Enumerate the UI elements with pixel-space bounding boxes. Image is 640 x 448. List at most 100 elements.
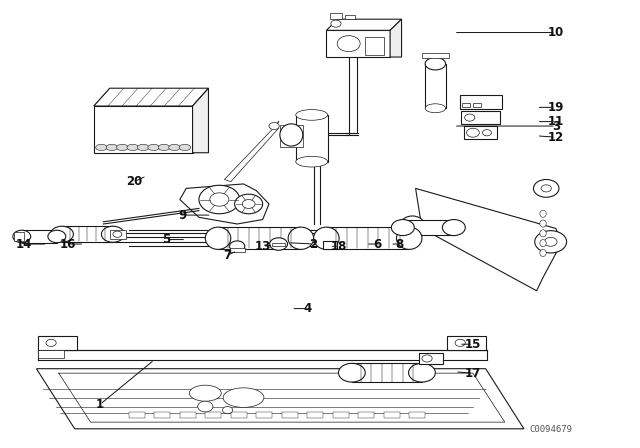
Polygon shape <box>180 184 269 224</box>
Circle shape <box>223 406 233 414</box>
Bar <box>323 241 337 250</box>
Bar <box>419 353 443 364</box>
Bar <box>272 243 285 246</box>
Text: 19: 19 <box>548 101 564 114</box>
Bar <box>330 13 342 19</box>
Circle shape <box>198 401 213 412</box>
Ellipse shape <box>189 385 221 401</box>
Ellipse shape <box>51 226 74 242</box>
Bar <box>326 30 390 57</box>
Bar <box>256 412 272 418</box>
Bar <box>422 53 449 58</box>
Ellipse shape <box>179 144 191 151</box>
Circle shape <box>243 199 255 208</box>
Circle shape <box>422 355 432 362</box>
Ellipse shape <box>442 220 465 236</box>
Bar <box>14 232 24 241</box>
Text: 3: 3 <box>552 120 560 133</box>
Bar <box>230 248 245 252</box>
Circle shape <box>46 339 56 346</box>
Ellipse shape <box>425 57 445 70</box>
Circle shape <box>544 237 557 246</box>
Text: 12: 12 <box>548 131 564 144</box>
Bar <box>352 363 422 382</box>
Text: 5: 5 <box>162 233 170 246</box>
Text: 15: 15 <box>465 338 481 351</box>
Bar <box>346 15 355 19</box>
Text: 17: 17 <box>465 366 481 379</box>
Bar <box>326 227 409 250</box>
Ellipse shape <box>13 230 31 243</box>
Bar <box>22 230 57 243</box>
Bar <box>461 112 500 124</box>
Bar <box>307 412 323 418</box>
Polygon shape <box>415 188 562 291</box>
Circle shape <box>230 241 245 252</box>
Bar <box>109 230 125 239</box>
Text: 7: 7 <box>223 249 232 262</box>
Ellipse shape <box>116 144 128 151</box>
Polygon shape <box>94 88 209 106</box>
Text: 18: 18 <box>331 240 348 253</box>
Circle shape <box>455 339 465 346</box>
Ellipse shape <box>392 220 414 236</box>
Bar <box>180 412 196 418</box>
Ellipse shape <box>540 250 546 257</box>
Circle shape <box>210 193 229 206</box>
Polygon shape <box>36 369 524 429</box>
Ellipse shape <box>106 144 118 151</box>
Polygon shape <box>390 19 401 57</box>
Ellipse shape <box>540 220 546 227</box>
Ellipse shape <box>96 144 107 151</box>
Ellipse shape <box>223 388 264 407</box>
Text: 9: 9 <box>179 209 187 222</box>
Text: 6: 6 <box>373 237 381 250</box>
Text: 10: 10 <box>548 26 564 39</box>
Bar <box>94 106 193 153</box>
Circle shape <box>113 231 122 237</box>
Bar <box>282 412 298 418</box>
Bar <box>464 126 497 139</box>
Ellipse shape <box>540 230 546 237</box>
Text: 2: 2 <box>310 237 317 250</box>
Polygon shape <box>193 88 209 153</box>
Ellipse shape <box>339 363 365 382</box>
Text: 13: 13 <box>255 240 271 253</box>
Bar <box>129 412 145 418</box>
Ellipse shape <box>408 363 435 382</box>
Circle shape <box>269 122 279 129</box>
Ellipse shape <box>314 227 339 250</box>
Bar <box>409 412 425 418</box>
Circle shape <box>467 128 479 137</box>
Bar <box>38 336 77 349</box>
Ellipse shape <box>48 230 66 243</box>
Ellipse shape <box>296 156 328 167</box>
Circle shape <box>235 194 262 214</box>
Text: 8: 8 <box>396 237 404 250</box>
Ellipse shape <box>288 227 314 250</box>
Circle shape <box>199 185 240 214</box>
Polygon shape <box>225 126 278 182</box>
Bar <box>218 227 301 250</box>
Text: C0094679: C0094679 <box>529 425 572 434</box>
Ellipse shape <box>396 227 422 250</box>
Bar <box>403 220 454 235</box>
Circle shape <box>483 129 492 136</box>
Text: 4: 4 <box>303 302 312 315</box>
Bar <box>280 125 303 147</box>
Bar <box>62 226 113 242</box>
Bar <box>384 412 399 418</box>
Circle shape <box>331 20 341 27</box>
Text: 14: 14 <box>15 237 32 250</box>
Text: 20: 20 <box>126 175 142 188</box>
Circle shape <box>269 238 287 250</box>
Bar <box>460 95 502 109</box>
Circle shape <box>337 36 360 52</box>
Ellipse shape <box>148 144 159 151</box>
Circle shape <box>465 114 475 121</box>
Ellipse shape <box>127 144 138 151</box>
Text: 11: 11 <box>548 115 564 128</box>
Bar <box>473 103 481 108</box>
Ellipse shape <box>205 227 231 250</box>
Bar <box>447 336 486 349</box>
